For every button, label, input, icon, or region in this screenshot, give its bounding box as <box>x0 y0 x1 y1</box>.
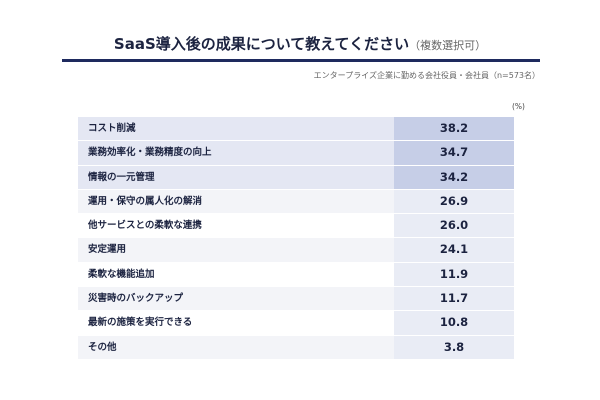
table-row: 災害時のバックアップ 11.7 <box>78 287 524 312</box>
table-row: 情報の一元管理 34.2 <box>78 165 524 190</box>
row-label: 他サービスとの柔軟な連携 <box>78 214 394 238</box>
row-label: 災害時のバックアップ <box>78 287 394 311</box>
row-value: 26.0 <box>394 214 514 238</box>
table-row: 柔軟な機能追加 11.9 <box>78 262 524 288</box>
row-label: コスト削減 <box>78 117 394 141</box>
row-value: 3.8 <box>394 335 514 359</box>
table-row: 業務効率化・業務精度の向上 34.7 <box>78 141 524 166</box>
title-rule <box>62 59 540 62</box>
results-table: コスト削減 38.2 業務効率化・業務精度の向上 34.7 情報の一元管理 34.2 運用・… <box>78 117 524 360</box>
row-label: その他 <box>78 335 394 359</box>
table-row: コスト削減 38.2 <box>78 117 524 142</box>
row-value: 34.7 <box>394 141 514 165</box>
table-row: 運用・保守の属人化の解消 26.9 <box>78 189 524 215</box>
table-row: 他サービスとの柔軟な連携 26.0 <box>78 214 524 239</box>
table-row: 安定運用 24.1 <box>78 238 524 263</box>
table-row: 最新の施策を実行できる 10.8 <box>78 311 524 336</box>
row-label: 運用・保守の属人化の解消 <box>78 189 394 214</box>
title-block: SaaS導入後の成果について教えてください（複数選択可） <box>0 33 600 54</box>
row-value: 11.9 <box>394 262 514 287</box>
unit-label: (%) <box>512 102 525 111</box>
row-label: 最新の施策を実行できる <box>78 311 394 335</box>
row-value: 38.2 <box>394 117 514 141</box>
row-value: 34.2 <box>394 165 514 189</box>
row-value: 10.8 <box>394 311 514 335</box>
row-value: 24.1 <box>394 238 514 262</box>
row-label: 柔軟な機能追加 <box>78 262 394 287</box>
row-label: 安定運用 <box>78 238 394 262</box>
row-label: 情報の一元管理 <box>78 165 394 189</box>
title: SaaS導入後の成果について教えてください <box>113 35 410 53</box>
row-value: 26.9 <box>394 189 514 214</box>
table-row: その他 3.8 <box>78 335 524 360</box>
title-note: （複数選択可） <box>409 39 487 52</box>
subtitle: エンタープライズ企業に勤める会社役員・会社員（n=573名） <box>313 71 540 80</box>
row-value: 11.7 <box>394 287 514 311</box>
row-label: 業務効率化・業務精度の向上 <box>78 141 394 165</box>
